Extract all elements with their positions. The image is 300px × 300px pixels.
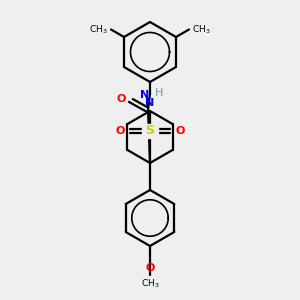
Bar [142, 124, 158, 138]
Text: O: O [117, 94, 126, 104]
Text: N: N [140, 89, 149, 100]
Text: CH$_3$: CH$_3$ [141, 277, 159, 290]
Text: S: S [146, 124, 154, 137]
Text: O: O [116, 126, 125, 136]
Text: N: N [146, 98, 154, 108]
Text: CH$_3$: CH$_3$ [192, 23, 211, 36]
Text: H: H [155, 88, 164, 98]
Text: CH$_3$: CH$_3$ [89, 23, 108, 36]
Text: O: O [175, 126, 184, 136]
Text: O: O [145, 263, 155, 273]
